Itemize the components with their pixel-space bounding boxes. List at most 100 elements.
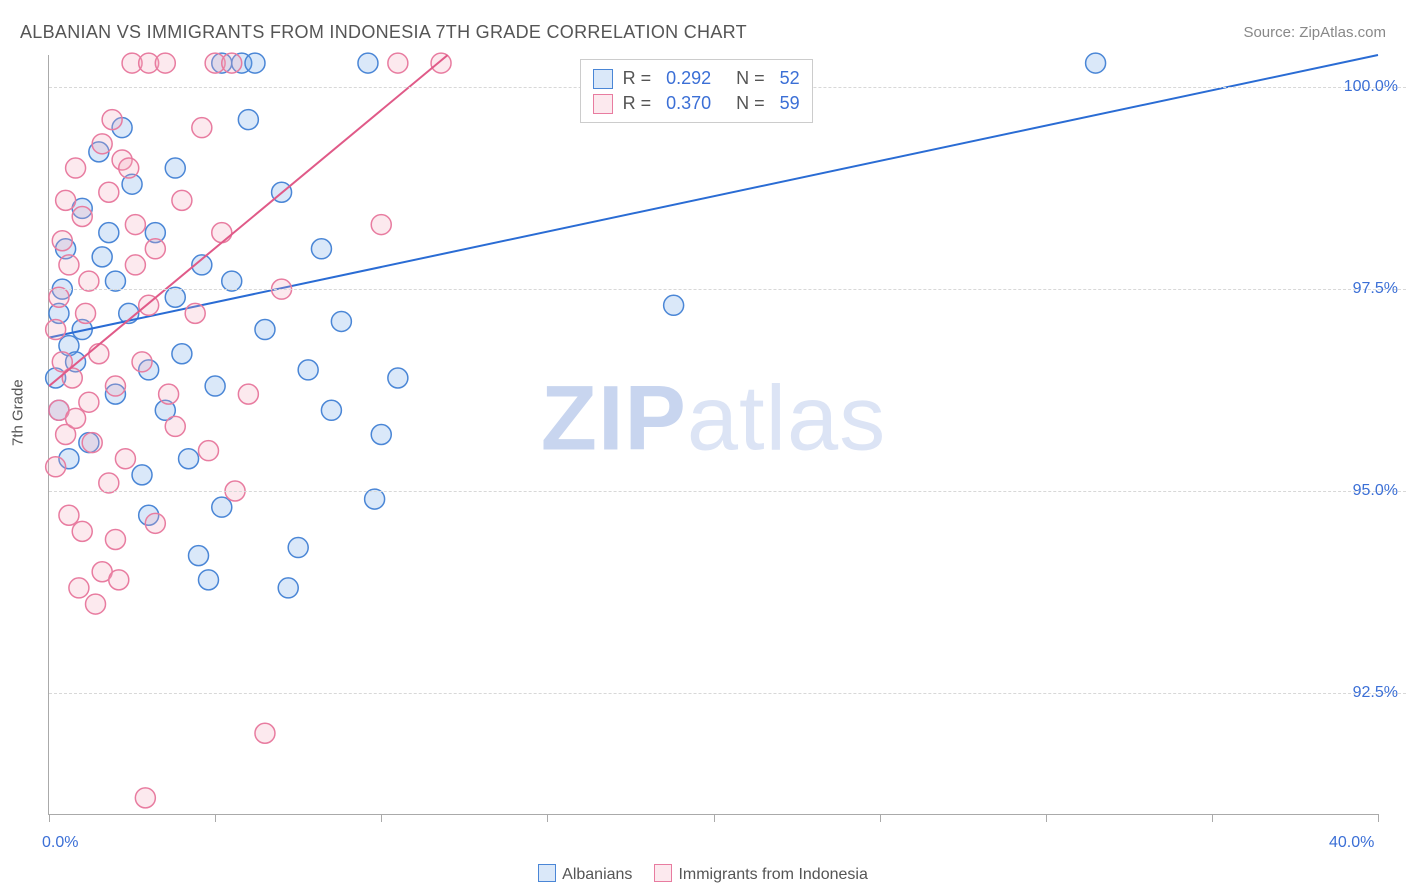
data-point <box>72 206 92 226</box>
data-point <box>56 190 76 210</box>
legend-swatch <box>593 69 613 89</box>
y-axis-label: 7th Grade <box>10 379 27 446</box>
data-point <box>132 352 152 372</box>
data-point <box>172 344 192 364</box>
legend-r-value: 0.292 <box>666 68 711 89</box>
data-point <box>46 320 66 340</box>
data-point <box>255 320 275 340</box>
data-point <box>66 408 86 428</box>
data-point <box>165 287 185 307</box>
data-point <box>72 521 92 541</box>
gridline <box>49 491 1406 492</box>
legend-r-value: 0.370 <box>666 93 711 114</box>
data-point <box>59 255 79 275</box>
data-point <box>179 449 199 469</box>
legend-swatch <box>593 94 613 114</box>
y-tick-label: 95.0% <box>1353 482 1398 500</box>
data-point <box>664 295 684 315</box>
data-point <box>288 538 308 558</box>
data-point <box>255 723 275 743</box>
x-tick <box>547 814 548 822</box>
data-point <box>298 360 318 380</box>
series-name: Immigrants from Indonesia <box>678 866 867 883</box>
data-point <box>431 53 451 73</box>
data-point <box>165 158 185 178</box>
data-point <box>99 473 119 493</box>
data-point <box>79 392 99 412</box>
data-point <box>172 190 192 210</box>
y-tick-label: 100.0% <box>1344 78 1398 96</box>
data-point <box>165 416 185 436</box>
data-point <box>212 223 232 243</box>
data-point <box>222 53 242 73</box>
x-tick-label: 0.0% <box>42 834 78 852</box>
x-tick <box>880 814 881 822</box>
legend-row: R = 0.292 N = 52 <box>593 66 800 91</box>
source-attribution: Source: ZipAtlas.com <box>1243 24 1386 41</box>
data-point <box>365 489 385 509</box>
data-point <box>238 384 258 404</box>
plot-area: ZIPatlas <box>48 55 1378 815</box>
data-point <box>52 231 72 251</box>
data-point <box>388 53 408 73</box>
data-point <box>159 384 179 404</box>
series-legend: Albanians Immigrants from Indonesia <box>0 864 1406 884</box>
y-tick-label: 92.5% <box>1353 684 1398 702</box>
data-point <box>185 303 205 323</box>
x-tick-label: 40.0% <box>1329 834 1374 852</box>
data-point <box>371 215 391 235</box>
legend-row: R = 0.370 N = 59 <box>593 91 800 116</box>
data-point <box>245 53 265 73</box>
legend-n-label: N = <box>721 93 770 114</box>
data-point <box>205 376 225 396</box>
series-legend-item: Immigrants from Indonesia <box>654 864 867 884</box>
data-point <box>198 441 218 461</box>
chart-container: ALBANIAN VS IMMIGRANTS FROM INDONESIA 7T… <box>0 0 1406 892</box>
legend-n-value: 52 <box>780 68 800 89</box>
series-name: Albanians <box>562 866 632 883</box>
legend-swatch <box>654 864 672 882</box>
data-point <box>222 271 242 291</box>
data-point <box>388 368 408 388</box>
data-point <box>99 182 119 202</box>
series-legend-item: Albanians <box>538 864 632 884</box>
data-point <box>145 239 165 259</box>
data-point <box>99 223 119 243</box>
data-point <box>46 457 66 477</box>
data-point <box>92 134 112 154</box>
data-point <box>189 546 209 566</box>
data-point <box>109 570 129 590</box>
data-point <box>115 449 135 469</box>
data-point <box>278 578 298 598</box>
data-point <box>132 465 152 485</box>
x-tick <box>215 814 216 822</box>
data-point <box>49 287 69 307</box>
data-point <box>89 344 109 364</box>
legend-r-label: R = <box>623 68 657 89</box>
data-point <box>105 271 125 291</box>
data-point <box>1086 53 1106 73</box>
data-point <box>105 529 125 549</box>
data-point <box>145 513 165 533</box>
data-point <box>62 368 82 388</box>
x-tick <box>1378 814 1379 822</box>
x-tick <box>714 814 715 822</box>
data-point <box>86 594 106 614</box>
data-point <box>125 255 145 275</box>
data-point <box>371 425 391 445</box>
data-point <box>331 311 351 331</box>
data-point <box>135 788 155 808</box>
y-tick-label: 97.5% <box>1353 280 1398 298</box>
data-point <box>102 110 122 130</box>
data-point <box>311 239 331 259</box>
legend-r-label: R = <box>623 93 657 114</box>
data-point <box>59 505 79 525</box>
data-point <box>69 578 89 598</box>
legend-n-label: N = <box>721 68 770 89</box>
data-point <box>358 53 378 73</box>
legend-swatch <box>538 864 556 882</box>
data-point <box>125 215 145 235</box>
correlation-legend-box: R = 0.292 N = 52R = 0.370 N = 59 <box>580 59 813 123</box>
data-point <box>66 158 86 178</box>
gridline <box>49 693 1406 694</box>
